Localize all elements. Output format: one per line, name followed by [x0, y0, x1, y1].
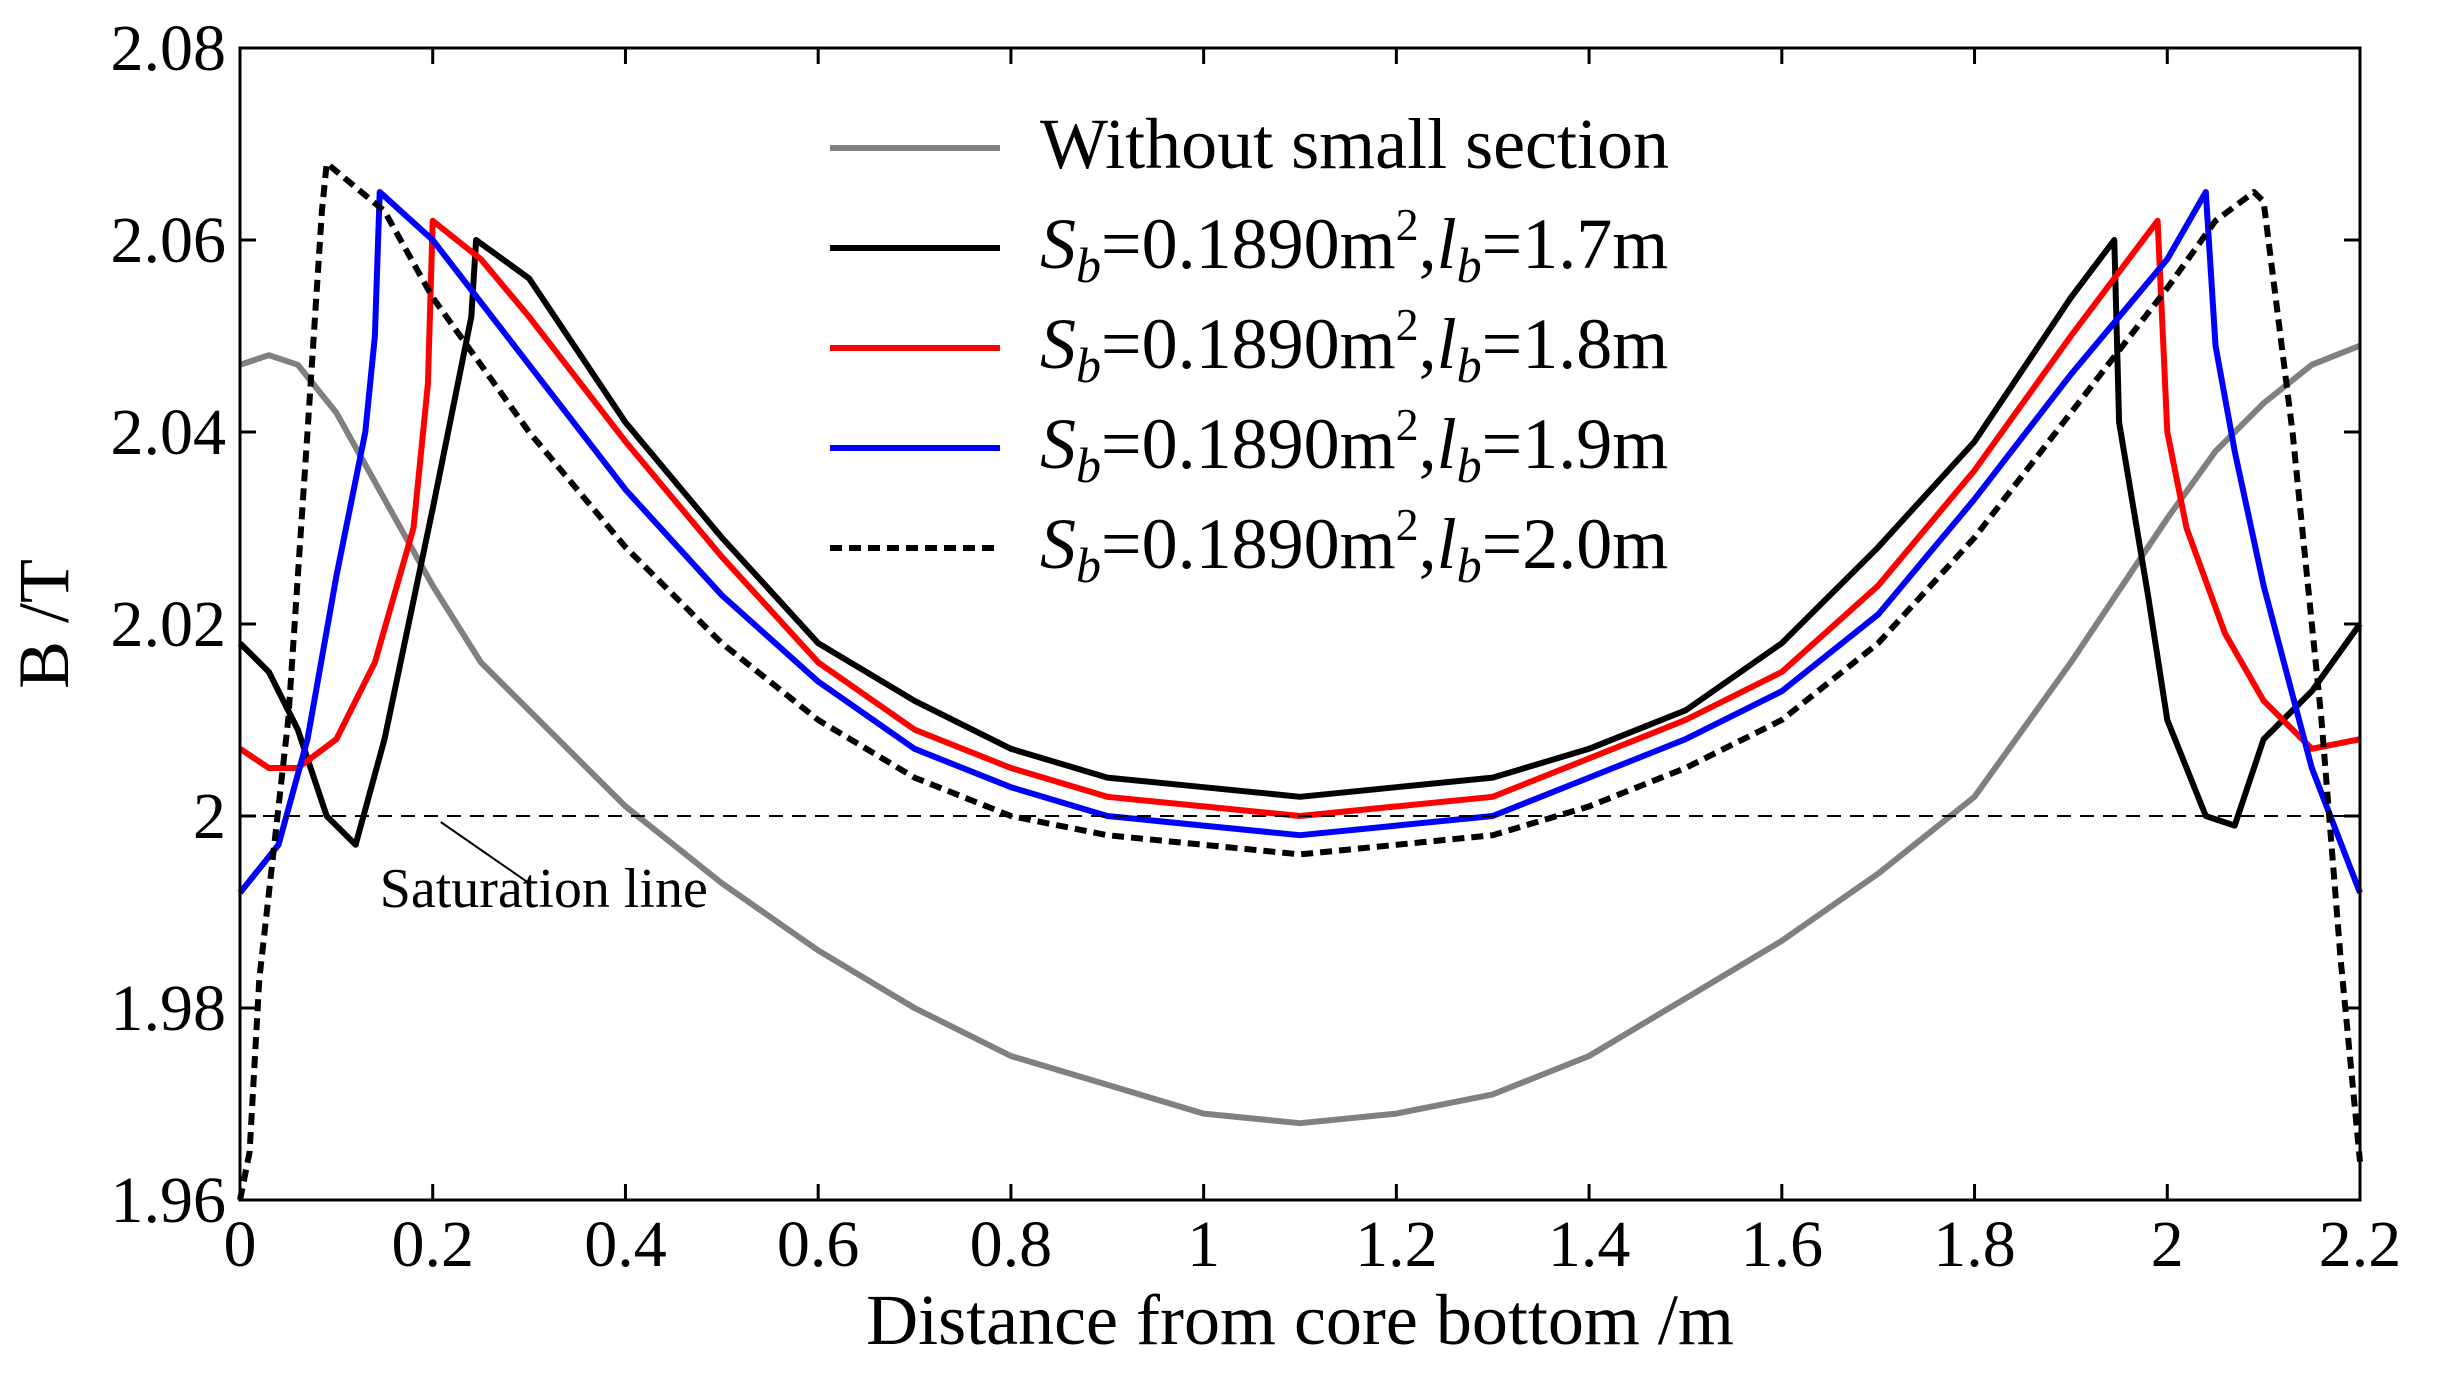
legend-s: S	[1040, 304, 1076, 384]
series-layer	[237, 160, 2363, 1201]
legend-sub: b	[1076, 537, 1101, 593]
legend-suffix: =1.8m	[1482, 304, 1669, 384]
series-line-4	[237, 160, 2363, 1201]
legend-s: S	[1040, 204, 1076, 284]
y-tick-label: 2.08	[111, 12, 227, 85]
series-line-1	[237, 237, 2363, 848]
legend-sub: b	[1457, 537, 1482, 593]
x-tick-label: 0.6	[777, 1208, 860, 1281]
series-line-0	[239, 342, 2362, 1127]
legend-entry-2: Sb=0.1890m2,lb=1.8m	[1040, 299, 1668, 393]
legend-s: S	[1040, 504, 1076, 584]
legend-sub: b	[1076, 237, 1101, 293]
saturation-line-label: Saturation line	[380, 858, 708, 920]
y-tick-label: 1.96	[111, 1164, 227, 1237]
y-axis-label: B /T	[4, 559, 84, 689]
legend-mid: =0.1890m	[1101, 404, 1396, 484]
legend-mid: =0.1890m	[1101, 204, 1396, 284]
legend-l: l	[1437, 504, 1457, 584]
legend-l: l	[1437, 304, 1457, 384]
y-tick-label: 2.06	[111, 204, 227, 277]
legend-mid: =0.1890m	[1101, 504, 1396, 584]
x-axis-label: Distance from core bottom /m	[866, 1280, 1734, 1360]
legend-comma: ,	[1419, 304, 1437, 384]
x-tick-label: 1	[1187, 1208, 1220, 1281]
legend-sup: 2	[1396, 499, 1419, 550]
legend-sub: b	[1457, 337, 1482, 393]
x-tick-label: 0.4	[584, 1208, 667, 1281]
x-tick-label: 0.2	[391, 1208, 474, 1281]
legend-s: S	[1040, 404, 1076, 484]
x-tick-label: 0	[224, 1208, 257, 1281]
x-tick-label: 1.8	[1933, 1208, 2016, 1281]
legend-suffix: =1.9m	[1482, 404, 1669, 484]
series-line-2	[238, 217, 2361, 819]
legend-sup: 2	[1396, 299, 1419, 350]
legend-l: l	[1437, 204, 1457, 284]
legend-sup: 2	[1396, 199, 1419, 250]
x-tick-label: 1.6	[1741, 1208, 1824, 1281]
y-tick-label: 2	[193, 780, 226, 853]
x-tick-label: 2.2	[2319, 1208, 2402, 1281]
legend-entry-4: Sb=0.1890m2,lb=2.0m	[1040, 499, 1668, 593]
legend-entry-3: Sb=0.1890m2,lb=1.9m	[1040, 399, 1668, 493]
y-tick-label: 1.98	[111, 972, 227, 1045]
legend-comma: ,	[1419, 204, 1437, 284]
legend-sub: b	[1457, 237, 1482, 293]
y-tick-label: 2.02	[111, 588, 227, 661]
legend-sub: b	[1076, 337, 1101, 393]
legend-suffix: =2.0m	[1482, 504, 1669, 584]
legend-sup: 2	[1396, 399, 1419, 450]
legend-sub: b	[1076, 437, 1101, 493]
y-tick-label: 2.04	[111, 396, 227, 469]
legend-comma: ,	[1419, 504, 1437, 584]
legend-l: l	[1437, 404, 1457, 484]
legend-mid: =0.1890m	[1101, 304, 1396, 384]
axes-layer: 0 0.2 0.4 0.6 0.8 1 1.2 1.4 1.6 1.8 2 2.2 1.96 1.98 2 2…	[111, 12, 2402, 1281]
series-line-3	[237, 189, 2363, 895]
saturation-line-pointer	[440, 821, 530, 885]
legend: Without small sectionSb=0.1890m2,lb=1.7m…	[830, 104, 1669, 593]
saturation-layer	[240, 815, 2360, 885]
x-tick-label: 1.2	[1355, 1208, 1438, 1281]
legend-suffix: =1.7m	[1482, 204, 1669, 284]
legend-entry-0: Without small section	[1040, 104, 1669, 184]
x-tick-label: 0.8	[970, 1208, 1053, 1281]
x-tick-label: 2	[2151, 1208, 2184, 1281]
x-tick-label: 1.4	[1548, 1208, 1631, 1281]
legend-comma: ,	[1419, 404, 1437, 484]
legend-entry-1: Sb=0.1890m2,lb=1.7m	[1040, 199, 1668, 293]
legend-sub: b	[1457, 437, 1482, 493]
